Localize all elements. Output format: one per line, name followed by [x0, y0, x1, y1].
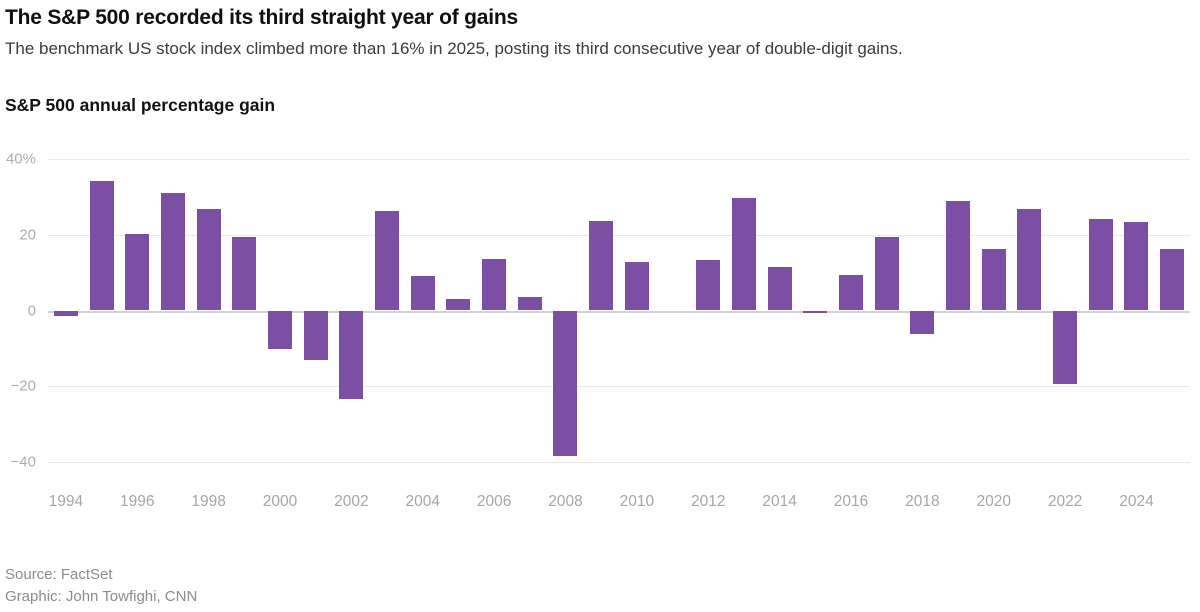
y-tick-label: 0: [27, 302, 36, 319]
bar-2019: [946, 201, 971, 311]
x-tick-label: 2024: [1119, 493, 1154, 510]
gridline: [48, 462, 1190, 463]
page-title: The S&P 500 recorded its third straight …: [5, 6, 518, 29]
bar-2010: [624, 262, 649, 311]
source-note: Source: FactSet: [5, 566, 113, 583]
x-tick-label: 1994: [48, 493, 84, 510]
x-tick-label: 2008: [548, 493, 583, 510]
bar-1995: [89, 181, 114, 311]
bar-1998: [196, 209, 221, 311]
bar-2017: [874, 237, 899, 311]
bar-1994: [53, 310, 78, 317]
chart-title: S&P 500 annual percentage gain: [5, 95, 276, 115]
x-tick-label: 2014: [762, 493, 797, 510]
bar-2013: [731, 198, 756, 311]
bar-2020: [981, 248, 1006, 311]
bar-2003: [375, 210, 400, 311]
x-tick-label: 2002: [334, 493, 369, 510]
bar-1996: [125, 233, 150, 311]
gridline: [48, 159, 1190, 160]
page-subtitle: The benchmark US stock index climbed mor…: [5, 39, 903, 58]
x-tick-label: 2012: [690, 493, 726, 510]
bar-2016: [838, 274, 863, 311]
x-tick-label: 2000: [262, 493, 298, 510]
credit-note: Graphic: John Towfighi, CNN: [5, 588, 198, 605]
bar-2004: [410, 276, 435, 311]
bar-2000: [267, 310, 292, 349]
x-tick-label: 1998: [191, 493, 226, 510]
x-axis: 1994 1996 1998 2000 2002 2004 2006 2008 2010 2012…: [48, 493, 1190, 515]
bar-1999: [232, 236, 257, 311]
x-tick-label: 2010: [619, 493, 655, 510]
x-tick-label: 2018: [905, 493, 940, 510]
bar-2025: [1160, 248, 1185, 311]
bar-2009: [589, 221, 614, 311]
y-tick-label: 20: [19, 226, 36, 244]
bar-2014: [767, 267, 792, 311]
x-tick-label: 2016: [833, 493, 869, 510]
y-tick-label: −40: [10, 453, 36, 471]
y-tick-label: −20: [10, 377, 36, 395]
gridline: [48, 386, 1190, 388]
bar-2008: [553, 310, 578, 457]
bar-2007: [517, 297, 542, 311]
footer: Source: FactSet Graphic: John Towfighi, …: [5, 564, 197, 608]
bar-2018: [910, 310, 935, 334]
plot-area: [48, 159, 1190, 463]
bar-2002: [339, 310, 364, 400]
x-tick-label: 2004: [405, 493, 440, 510]
bar-2006: [482, 258, 507, 311]
y-tick-label: 40%: [5, 150, 36, 168]
bar-2005: [446, 299, 471, 311]
gridline: [48, 234, 1190, 236]
x-tick-label: 2020: [976, 493, 1011, 510]
x-tick-label: 2006: [476, 493, 512, 510]
y-axis: 40% 20 0 −20 −40: [0, 151, 36, 471]
x-tick-label: 2022: [1047, 493, 1083, 510]
bar-2024: [1124, 222, 1149, 311]
bar-2022: [1053, 310, 1078, 384]
bar-2021: [1017, 208, 1042, 311]
zero-gridline: [48, 310, 1190, 313]
bar-1997: [160, 193, 185, 311]
bar-2015: [803, 310, 828, 314]
bar-2023: [1088, 218, 1113, 311]
bar-2001: [303, 310, 328, 360]
x-tick-label: 1996: [119, 493, 155, 510]
bar-2012: [696, 259, 721, 311]
